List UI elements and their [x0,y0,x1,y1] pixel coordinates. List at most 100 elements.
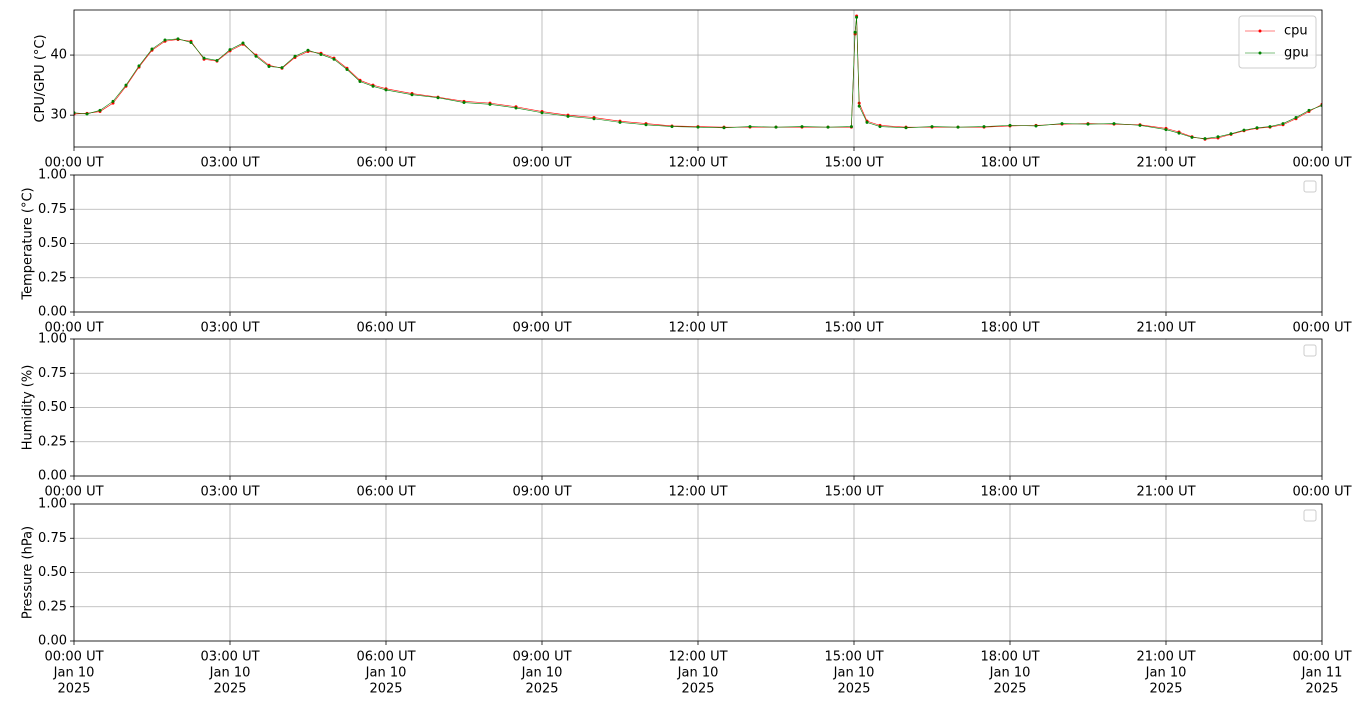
point [878,125,882,129]
x-tick-year: 2025 [525,682,558,697]
point [1138,123,1142,127]
x-tick-year: 2025 [993,682,1026,697]
point [124,83,128,87]
x-tick-label: 00:00 UT [1292,156,1351,171]
x-tick-label: 03:00 UT [200,650,259,665]
x-tick-year: 2025 [57,682,90,697]
x-tick-year: 2025 [369,682,402,697]
point [215,58,219,62]
y-tick-label: 0.75 [38,202,67,217]
x-tick-label: 06:00 UT [356,156,415,171]
legend-box [1303,509,1317,522]
x-tick-label: 18:00 UT [980,156,1039,171]
x-tick-date: Jan 11 [1301,666,1343,681]
point [855,15,859,19]
point [1034,124,1038,128]
x-tick-date: Jan 10 [1145,666,1187,681]
point [566,114,570,118]
point [176,37,180,41]
point [1060,122,1064,126]
x-tick-year: 2025 [1149,682,1182,697]
subplot: 00:00 UT 03:00 UT 06:00 UT 09:00 UT 12:00 UT… [33,9,1352,171]
x-tick-label: 00:00 UT [1292,650,1351,665]
y-tick-label: 0.50 [38,236,67,251]
x-tick-date: Jan 10 [209,666,251,681]
legend-box [1303,180,1317,193]
point [332,57,336,61]
x-tick-label: 03:00 UT [200,485,259,500]
y-tick-label: 0.75 [38,531,67,546]
point [371,84,375,88]
y-tick-label: 1.00 [38,332,67,347]
point [241,41,245,45]
x-tick-date: Jan 10 [521,666,563,681]
point [306,48,310,52]
point [774,125,778,129]
x-tick-year: 2025 [837,682,870,697]
point [670,125,674,129]
point [540,111,544,115]
subplot: 00:00 UT 03:00 UT 06:00 UT 09:00 UT 12:00 UT… [21,332,1352,500]
x-tick-label: 15:00 UT [824,156,883,171]
axes-frame [73,338,1323,477]
y-tick-label: 0.00 [38,305,67,320]
x-tick-label: 12:00 UT [668,485,727,500]
x-tick-label: 09:00 UT [512,321,571,336]
y-tick-label: 0.25 [38,599,67,614]
x-tick-label: 18:00 UT [980,485,1039,500]
y-tick-label: 0.50 [38,400,67,415]
point [280,66,284,70]
legend-box [1303,344,1317,357]
point [254,54,258,58]
legend-marker [1258,51,1262,55]
point [1112,122,1116,126]
point [410,93,414,97]
y-tick-label: 0.00 [38,469,67,484]
y-tick-label: 0.50 [38,565,67,580]
axes-frame [73,503,1323,642]
x-tick-label: 18:00 UT [980,650,1039,665]
point [865,120,869,124]
subplot: 00:00 UT 03:00 UT 06:00 UT 09:00 UT 12:00 UT… [21,168,1352,336]
x-tick-year: 2025 [681,682,714,697]
point [488,102,492,106]
point [384,88,388,92]
point [644,123,648,127]
point [319,52,323,56]
y-tick-label: 1.00 [38,168,67,183]
point [1177,131,1181,135]
x-tick-label: 00:00 UT [1292,485,1351,500]
point [904,126,908,130]
x-tick-label: 21:00 UT [1136,321,1195,336]
point [857,104,861,108]
point [1216,135,1220,139]
y-tick-label: 40 [50,48,67,63]
x-tick-date: Jan 10 [365,666,407,681]
point [189,40,193,44]
x-tick-label: 03:00 UT [200,156,259,171]
x-tick-label: 06:00 UT [356,321,415,336]
point [1229,132,1233,136]
point [228,48,232,52]
y-axis-label: Humidity (%) [21,365,36,451]
point [202,56,206,60]
point [163,38,167,42]
y-axis-label: CPU/GPU (°C) [33,34,48,122]
point [1242,128,1246,132]
point [826,125,830,129]
point [1268,125,1272,129]
point [137,64,141,68]
point [514,106,518,110]
point [267,64,271,68]
x-tick-label: 15:00 UT [824,650,883,665]
x-tick-label: 00:00 UT [44,485,103,500]
x-tick-label: 00:00 UT [44,321,103,336]
y-tick-label: 30 [50,108,67,123]
point [853,30,857,34]
point [1307,108,1311,112]
point [1008,123,1012,127]
x-tick-label: 21:00 UT [1136,156,1195,171]
x-tick-label: 21:00 UT [1136,650,1195,665]
point [722,126,726,130]
point [345,67,349,71]
